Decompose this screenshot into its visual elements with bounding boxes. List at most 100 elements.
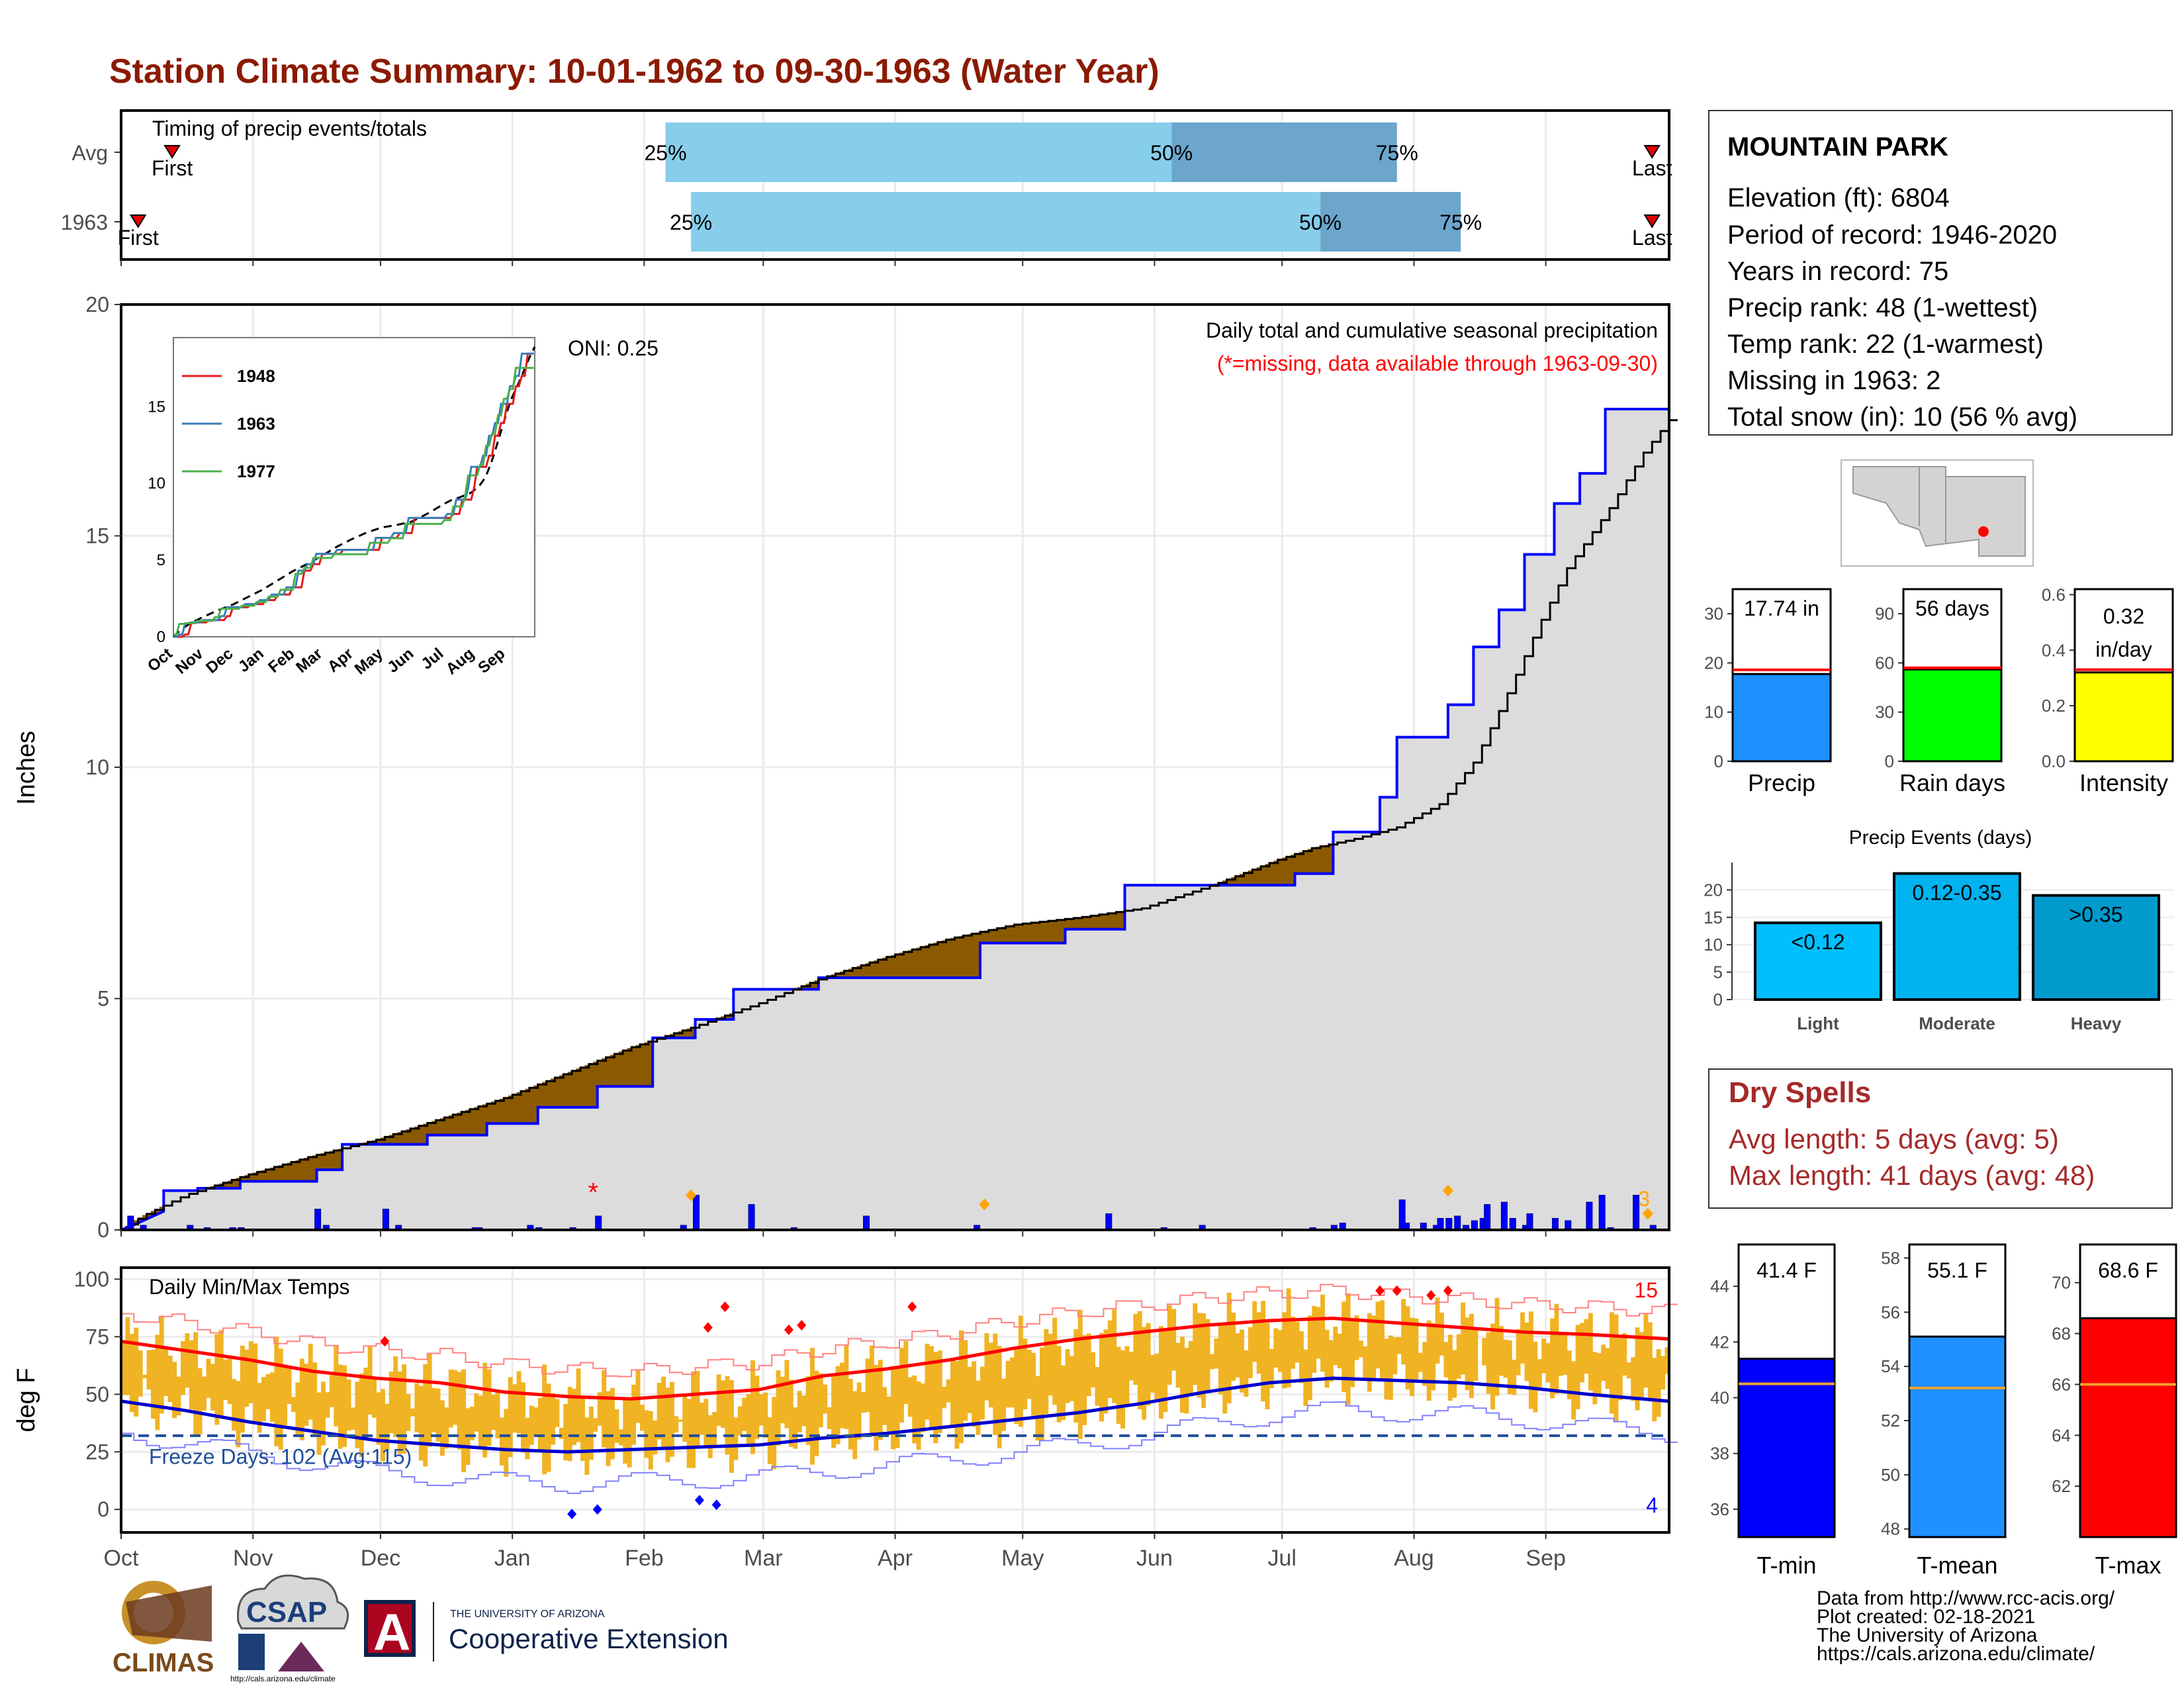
deficit-fill: [882, 957, 887, 978]
daily-temp-bar: [1563, 1335, 1568, 1376]
daily-temp-bar: [1023, 1338, 1028, 1410]
deficit-fill: [899, 953, 904, 978]
daily-temp-bar: [976, 1380, 981, 1435]
daily-temp-bar: [1048, 1333, 1053, 1396]
daily-temp-bar: [1005, 1360, 1011, 1408]
daily-temp-bar: [912, 1375, 917, 1444]
deficit-fill: [551, 1078, 556, 1107]
temp-y-tick-label: 50: [85, 1382, 109, 1406]
summary-bar-value: 0.32: [2103, 604, 2144, 628]
record-low-marker: [567, 1509, 577, 1520]
climas-logo-text: CLIMAS: [113, 1648, 214, 1677]
precip-y-tick-label: 20: [85, 293, 109, 316]
daily-temp-bar: [1001, 1378, 1007, 1431]
ua-logo-small: THE UNIVERSITY OF ARIZONA: [450, 1609, 605, 1620]
info-line: Elevation (ft): 6804: [1727, 183, 1950, 212]
daily-temp-bar: [372, 1378, 377, 1418]
deficit-fill: [376, 1139, 381, 1145]
daily-temp-bar: [767, 1417, 772, 1464]
daily-temp-bar: [355, 1382, 360, 1448]
daily-temp-bar: [1498, 1326, 1504, 1376]
deficit-fill: [1244, 872, 1249, 886]
deficit-fill: [1056, 919, 1062, 943]
daily-temp-bar: [397, 1371, 402, 1454]
daily-temp-bar: [1210, 1354, 1214, 1370]
deficit-fill: [278, 1165, 283, 1182]
deficit-fill: [593, 1061, 598, 1107]
daily-temp-bar: [1482, 1338, 1487, 1366]
deficit-fill: [334, 1150, 339, 1170]
deficit-fill: [878, 959, 883, 978]
missing-marker: *: [588, 1178, 598, 1207]
daily-precip-bar: [1484, 1204, 1491, 1231]
daily-temp-bar: [614, 1409, 619, 1443]
deficit-fill: [1082, 916, 1087, 929]
daily-temp-bar: [1358, 1340, 1363, 1358]
deficit-fill: [1295, 853, 1300, 874]
daily-temp-bar: [1201, 1313, 1206, 1408]
daily-temp-bar: [1222, 1323, 1228, 1414]
deficit-fill: [325, 1152, 330, 1170]
temp-panel-title: Daily Min/Max Temps: [149, 1275, 349, 1299]
deficit-fill: [448, 1115, 453, 1135]
summary-y-tick-label: 0: [1714, 751, 1723, 771]
summary-bar-label: Precip: [1748, 769, 1815, 796]
deficit-fill: [1077, 917, 1083, 929]
info-line: Period of record: 1946-2020: [1727, 220, 2057, 250]
daily-temp-bar: [414, 1383, 420, 1432]
daily-precip-bar: [1526, 1213, 1533, 1231]
deficit-fill: [1273, 861, 1279, 886]
daily-temp-bar: [972, 1361, 977, 1427]
deficit-fill: [491, 1102, 496, 1124]
events-category-label: Light: [1797, 1013, 1839, 1033]
record-min-envelope: [121, 1401, 1678, 1494]
record-low-marker: [592, 1504, 602, 1515]
summary-bar-fill: [1902, 668, 2003, 763]
deficit-fill: [967, 934, 972, 978]
daily-temp-bar: [1095, 1367, 1100, 1406]
month-tick-label: Apr: [878, 1546, 913, 1571]
daily-temp-bar: [1128, 1351, 1134, 1381]
deficit-fill: [1324, 845, 1330, 874]
daily-temp-bar: [448, 1369, 453, 1428]
deficit-fill: [895, 953, 900, 978]
daily-temp-bar: [402, 1364, 407, 1454]
daily-temp-bar: [1350, 1318, 1355, 1387]
daily-temp-bar: [134, 1327, 139, 1417]
daily-temp-bar: [418, 1385, 424, 1461]
daily-temp-bar: [631, 1384, 637, 1445]
daily-temp-bar: [457, 1372, 462, 1450]
daily-temp-bar: [1380, 1300, 1385, 1379]
daily-temp-bar: [1086, 1333, 1091, 1397]
deficit-fill: [432, 1121, 437, 1135]
temp-summary-label: T-mean: [1917, 1552, 1997, 1579]
daily-temp-bar: [746, 1394, 751, 1447]
inset-y-tick-label: 5: [157, 551, 165, 569]
summary-y-tick-label: 90: [1875, 604, 1894, 624]
daily-precip-bar: [382, 1209, 389, 1231]
daily-temp-bar: [639, 1405, 645, 1431]
temp-summary-y-tick-label: 40: [1710, 1388, 1729, 1408]
deficit-fill: [907, 950, 913, 978]
timing-last-label: Last: [1632, 156, 1672, 180]
deficit-fill: [1239, 874, 1245, 886]
daily-temp-bar: [1226, 1292, 1232, 1403]
daily-temp-bar: [725, 1376, 730, 1455]
daily-temp-bar: [856, 1382, 862, 1440]
daily-temp-bar: [1363, 1346, 1368, 1379]
summary-bars: 0 10 20 30 17.74 in Precip 0 30 60 90 56 days Rain …: [1704, 585, 2174, 796]
daily-temp-bar: [393, 1356, 398, 1438]
daily-temp-bar: [1443, 1342, 1449, 1378]
deficit-fill: [1265, 864, 1270, 886]
daily-temp-bar: [439, 1400, 445, 1456]
daily-temp-bar: [1367, 1313, 1372, 1392]
timing-bar-25-50: [691, 192, 1321, 252]
daily-temp-bar: [338, 1364, 343, 1449]
daily-temp-bar: [121, 1341, 126, 1395]
daily-temp-bar: [551, 1393, 555, 1445]
daily-temp-bar: [1163, 1329, 1168, 1413]
daily-temp-bar: [721, 1380, 725, 1429]
events-bar: [1754, 921, 1882, 1001]
temp-summary-y-tick-label: 56: [1881, 1302, 1900, 1322]
deficit-fill: [1023, 923, 1028, 943]
